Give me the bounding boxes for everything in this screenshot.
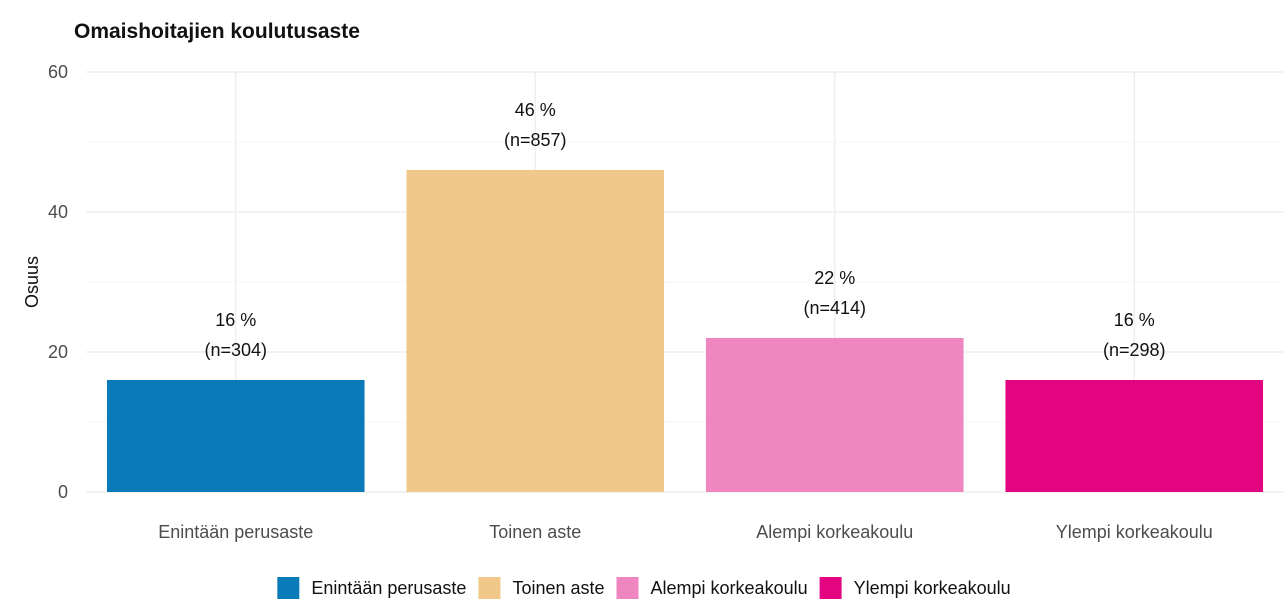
legend-label: Alempi korkeakoulu — [651, 578, 808, 598]
data-label-count: (n=414) — [803, 298, 866, 318]
y-axis-ticks: 0 20 40 60 — [48, 62, 68, 502]
y-axis-label: Osuus — [22, 256, 42, 308]
legend-label: Ylempi korkeakoulu — [854, 578, 1011, 598]
y-tick-label: 40 — [48, 202, 68, 222]
x-tick-label: Ylempi korkeakoulu — [1056, 522, 1213, 542]
data-label-count: (n=857) — [504, 130, 567, 150]
legend-swatch — [478, 577, 501, 599]
x-tick-label: Alempi korkeakoulu — [756, 522, 913, 542]
legend-swatch — [819, 577, 842, 599]
data-label-percent: 16 % — [1114, 310, 1155, 330]
x-tick-label: Enintään perusaste — [158, 522, 313, 542]
legend-label: Enintään perusaste — [311, 578, 466, 598]
legend: Enintään perusaste Toinen aste Alempi kork… — [277, 577, 1011, 599]
y-tick-label: 0 — [58, 482, 68, 502]
bar — [106, 380, 365, 492]
x-tick-label: Toinen aste — [489, 522, 581, 542]
x-axis-ticks: Enintään perusaste Toinen aste Alempi kork… — [158, 522, 1213, 542]
y-tick-label: 20 — [48, 342, 68, 362]
bar — [406, 170, 665, 492]
data-label-percent: 46 % — [515, 100, 556, 120]
data-label-percent: 22 % — [814, 268, 855, 288]
data-label-percent: 16 % — [215, 310, 256, 330]
legend-swatch — [616, 577, 639, 599]
bars: 16 % (n=304) 46 % (n=857) 22 % (n=414) 16 % (n=… — [106, 100, 1264, 492]
bar — [1005, 380, 1264, 492]
legend-label: Toinen aste — [512, 578, 604, 598]
data-label-count: (n=298) — [1103, 340, 1166, 360]
legend-swatch — [277, 577, 300, 599]
chart-title: Omaishoitajien koulutusaste — [74, 20, 360, 43]
y-tick-label: 60 — [48, 62, 68, 82]
data-label-count: (n=304) — [204, 340, 267, 360]
bar — [705, 338, 964, 492]
